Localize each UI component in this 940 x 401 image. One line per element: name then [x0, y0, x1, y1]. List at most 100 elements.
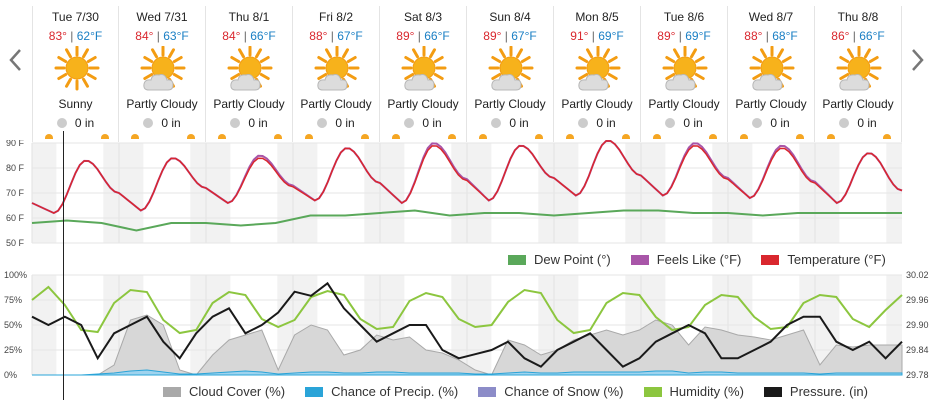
- precip-amount: 0 in: [33, 116, 118, 130]
- sunset-icon: [274, 134, 282, 139]
- chevron-left-icon[interactable]: [6, 46, 26, 74]
- condition-text: Partly Cloudy: [300, 97, 372, 111]
- precip-value: 0 in: [509, 116, 529, 130]
- day-column[interactable]: Sat 8/3 89° | 66°F Partly Cloudy 0 in: [380, 6, 467, 142]
- high-temp: 88°: [309, 29, 328, 43]
- sunset-icon: [448, 134, 456, 139]
- low-temp: 63°F: [163, 29, 189, 43]
- sunrise-icon: [566, 134, 574, 139]
- day-column[interactable]: Wed 7/31 84° | 63°F Partly Cloudy 0 in: [119, 6, 206, 142]
- legend-label: Feels Like (°F): [656, 252, 742, 267]
- partly-cloudy-icon: [574, 45, 622, 94]
- legend-label: Chance of Snow (%): [504, 384, 624, 399]
- partly-cloudy-icon: [748, 45, 796, 94]
- y-tick-label: 0%: [4, 370, 17, 380]
- rain-drop-icon: [56, 118, 67, 128]
- sun-markers: [467, 134, 553, 142]
- y2-tick-label: 29.90: [906, 320, 929, 330]
- day-column[interactable]: Sun 8/4 89° | 67°F Partly Cloudy 0 in: [467, 6, 554, 142]
- rain-drop-icon: [143, 118, 154, 128]
- low-temp: 66°F: [859, 29, 885, 43]
- sunrise-icon: [45, 134, 53, 139]
- low-temp: 66°F: [250, 29, 276, 43]
- precip-value: 0 in: [248, 116, 268, 130]
- sun-markers: [554, 134, 640, 142]
- hi-lo-temps: 88° | 67°F: [309, 29, 363, 43]
- low-temp: 66°F: [424, 29, 450, 43]
- high-temp: 88°: [744, 29, 763, 43]
- precip-value: 0 in: [74, 116, 95, 130]
- condition-text: Partly Cloudy: [822, 97, 894, 111]
- hi-lo-temps: 84° | 66°F: [222, 29, 276, 43]
- day-column[interactable]: Mon 8/5 91° | 69°F Partly Cloudy 0 in: [554, 6, 641, 142]
- precip-value: 0 in: [596, 116, 616, 130]
- day-label: Thu 8/1: [228, 10, 270, 24]
- precip-amount: 0 in: [815, 116, 901, 130]
- day-column[interactable]: Thu 8/8 86° | 66°F Partly Cloudy 0 in: [815, 6, 902, 142]
- condition-text: Partly Cloudy: [387, 97, 459, 111]
- y2-tick-label: 29.96: [906, 295, 929, 305]
- day-column[interactable]: Thu 8/1 84° | 66°F Partly Cloudy 0 in: [206, 6, 293, 142]
- rain-drop-icon: [752, 118, 763, 128]
- sunrise-icon: [740, 134, 748, 139]
- sunset-icon: [535, 134, 543, 139]
- y-tick-label: 25%: [4, 345, 22, 355]
- hi-lo-temps: 89° | 69°F: [657, 29, 711, 43]
- humidity-cloud-pressure-chart: 100% 30.02 75% 29.96 50% 29.90 25% 29.84 0% 29.78: [4, 270, 929, 380]
- day-label: Tue 7/30: [52, 10, 99, 24]
- rain-drop-icon: [230, 118, 241, 128]
- sun-markers: [815, 134, 901, 142]
- hi-lo-temps: 83° | 62°F: [48, 29, 103, 43]
- low-temp: 68°F: [772, 29, 798, 43]
- humidity-line: [31, 285, 903, 335]
- sun-markers: [119, 134, 205, 142]
- sun-markers: [728, 134, 814, 142]
- precip-value: 0 in: [683, 116, 703, 130]
- high-temp: 86°: [831, 29, 850, 43]
- precip-amount: 0 in: [641, 116, 727, 130]
- y-tick-label: 50 F: [6, 238, 25, 248]
- y-tick-label: 80 F: [6, 163, 25, 173]
- humidity-legend: Cloud Cover (%) Chance of Precip. (%) Ch…: [163, 384, 868, 399]
- legend-chance-precip: Chance of Precip. (%): [305, 384, 458, 399]
- sun-markers: [380, 134, 466, 142]
- legend-label: Cloud Cover (%): [189, 384, 286, 399]
- condition-text: Partly Cloudy: [126, 97, 198, 111]
- low-temp: 69°F: [685, 29, 711, 43]
- sunrise-icon: [131, 134, 139, 139]
- day-column[interactable]: Tue 8/6 89° | 69°F Partly Cloudy 0 in: [641, 6, 728, 142]
- low-temp: 67°F: [337, 29, 363, 43]
- y2-tick-label: 29.78: [906, 370, 929, 380]
- day-label: Mon 8/5: [575, 10, 619, 24]
- sun-markers: [206, 134, 292, 142]
- precip-value: 0 in: [770, 116, 790, 130]
- day-column[interactable]: Wed 8/7 88° | 68°F Partly Cloudy 0 in: [728, 6, 815, 142]
- legend-label: Temperature (°F): [787, 252, 886, 267]
- rain-drop-icon: [317, 118, 328, 128]
- sunrise-icon: [305, 134, 313, 139]
- high-temp: 84°: [135, 29, 154, 43]
- legend-temperature: Temperature (°F): [761, 252, 886, 267]
- high-temp: 91°: [570, 29, 589, 43]
- temperature-chart: 90 F 80 F 70 F 60 F 50 F: [6, 140, 903, 248]
- day-label: Sat 8/3: [403, 10, 443, 24]
- pressure-line: [31, 281, 903, 368]
- condition-text: Partly Cloudy: [561, 97, 633, 111]
- y-tick-label: 60 F: [6, 213, 25, 223]
- sun-markers: [293, 134, 379, 142]
- y2-tick-label: 29.84: [906, 345, 929, 355]
- sunset-icon: [361, 134, 369, 139]
- day-label: Tue 8/6: [663, 10, 705, 24]
- legend-feels-like: Feels Like (°F): [630, 252, 742, 267]
- y-tick-label: 50%: [4, 320, 22, 330]
- precip-value: 0 in: [161, 116, 181, 130]
- low-temp: 67°F: [511, 29, 537, 43]
- day-column[interactable]: Tue 7/30 83° | 62°F Sunny 0 in: [32, 6, 119, 142]
- sunset-icon: [883, 134, 891, 139]
- high-temp: 83°: [48, 29, 67, 43]
- sunrise-icon: [218, 134, 226, 139]
- chevron-right-icon[interactable]: [907, 46, 927, 74]
- legend-label: Chance of Precip. (%): [331, 384, 459, 399]
- chance-precip-area: [32, 369, 903, 376]
- day-column[interactable]: Fri 8/2 88° | 67°F Partly Cloudy 0 in: [293, 6, 380, 142]
